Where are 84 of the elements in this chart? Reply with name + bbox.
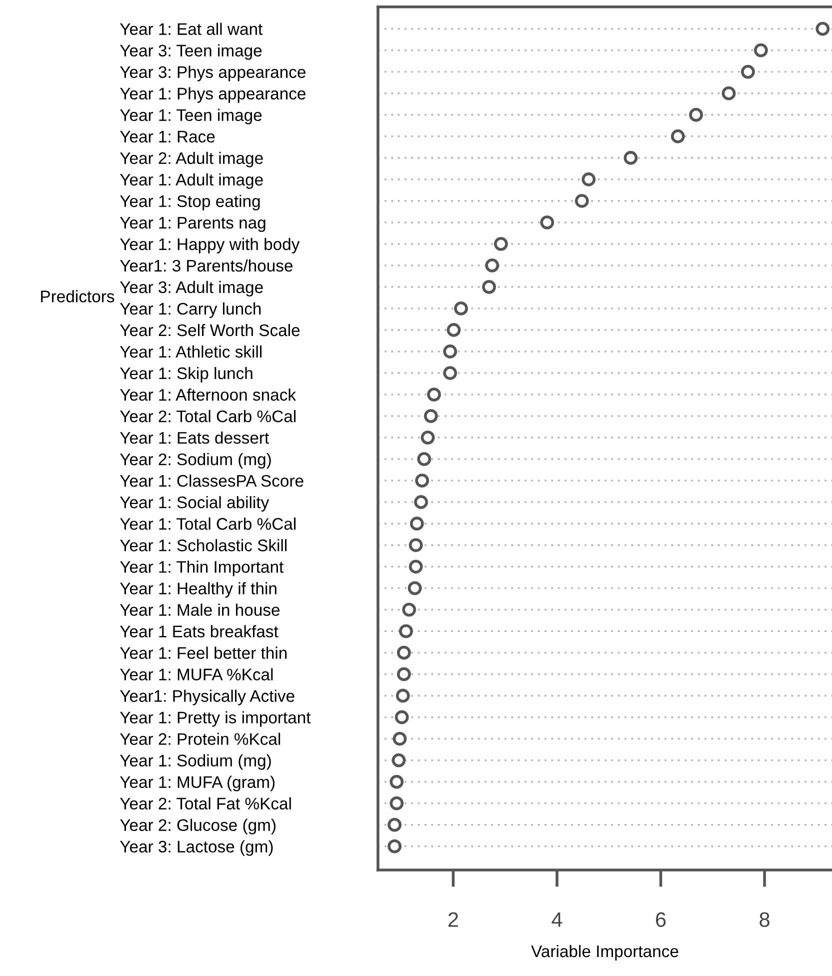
x-tick-label: 4: [552, 912, 562, 927]
y-tick-label: Year 2: Protein %Kcal: [120, 732, 280, 745]
y-tick-label: Year 1: Carry lunch: [120, 302, 261, 318]
point: [454, 302, 468, 316]
point: [485, 258, 500, 272]
y-tick-label: Year 1: Social ability: [120, 496, 270, 512]
point: [670, 129, 685, 144]
point: [443, 344, 458, 358]
point: [816, 22, 830, 36]
point: [388, 839, 402, 854]
y-tick-label: Year 1: MUFA %Kcal: [120, 668, 273, 680]
x-tick-label: 8: [760, 912, 770, 927]
point: [394, 710, 409, 724]
y-tick-label: Year 2: Total Fat %Kcal: [120, 797, 291, 810]
y-tick-label: Year 1: Thin Important: [120, 560, 284, 576]
point: [443, 366, 458, 380]
y-axis-title: Predictors: [41, 290, 114, 302]
point: [392, 753, 406, 768]
point: [396, 688, 410, 703]
point: [494, 236, 508, 251]
x-axis-title: Variable Importance: [531, 944, 678, 961]
y-tick-label: Year 2: Self Worth Scale: [120, 324, 300, 336]
y-tick-label: Year 2: Glucose (gm): [120, 818, 276, 834]
y-tick-label: Year 2: Adult image: [120, 152, 263, 168]
y-tick-label: Year 1: Total Carb %Cal: [120, 518, 296, 530]
point: [415, 474, 430, 488]
x-tick-label: 6: [656, 912, 666, 927]
y-tick-label: Year 1: MUFA (gram): [120, 776, 275, 792]
point: [396, 667, 411, 682]
y-tick-label: Year 1: Race: [120, 130, 215, 143]
y-tick-label: Year 2: Total Carb %Cal: [120, 410, 296, 422]
y-tick-label: Year1: 3 Parents/house: [120, 259, 292, 272]
point: [754, 43, 768, 58]
point: [408, 581, 422, 596]
y-tick-label: Year 1: Male in house: [120, 604, 280, 616]
y-tick-label: Year 2: Sodium (mg): [120, 453, 271, 469]
y-tick-label: Year 3: Lactose (gm): [120, 840, 273, 856]
point: [402, 602, 416, 617]
y-tick-label: Year 1: Athletic skill: [120, 345, 262, 358]
y-tick-label: Year 1: Healthy if thin: [120, 582, 276, 598]
point: [392, 732, 407, 746]
y-tick-label: Year 1: Parents nag: [120, 216, 266, 232]
point: [482, 280, 496, 294]
y-tick-label: Year 1: Afternoon snack: [120, 388, 296, 401]
point: [582, 172, 596, 186]
point: [427, 388, 441, 402]
y-tick-label: Year 1: Sodium (mg): [120, 754, 271, 770]
point: [424, 409, 438, 423]
point: [540, 215, 554, 230]
y-tick-label: Year 1: Happy with body: [120, 238, 300, 254]
point: [624, 150, 638, 165]
point: [740, 64, 755, 79]
point: [420, 430, 435, 445]
y-tick-label: Year 3: Phys appearance: [120, 66, 306, 82]
y-tick-label: Year 1: Pretty is important: [120, 711, 311, 727]
point: [390, 774, 404, 789]
point: [390, 796, 404, 810]
x-tick-label: 2: [448, 912, 458, 927]
point: [408, 538, 423, 552]
y-tick-label: Year1: Physically Active: [120, 690, 294, 706]
y-tick-label: Year 1: Feel better thin: [120, 646, 287, 659]
point: [410, 516, 424, 531]
y-tick-label: Year 1: Adult image: [120, 173, 263, 189]
point: [408, 560, 423, 574]
point: [417, 452, 432, 466]
point: [414, 495, 428, 510]
y-tick-label: Year 1: Eats dessert: [120, 432, 269, 444]
point: [446, 323, 461, 337]
y-tick-label: Year 3: Teen image: [120, 44, 262, 60]
point: [722, 86, 736, 100]
point: [399, 624, 413, 638]
point: [689, 108, 703, 122]
point: [574, 194, 589, 208]
y-tick-label: Year 1: Skip lunch: [120, 366, 252, 383]
point: [388, 818, 402, 832]
y-tick-label: Year 1: Phys appearance: [120, 87, 306, 103]
point: [396, 646, 411, 660]
y-tick-label: Year 3: Adult image: [120, 280, 263, 296]
y-tick-label: Year 1: Teen image: [120, 108, 262, 124]
y-tick-label: Year 1: Eat all want: [120, 22, 263, 35]
y-tick-label: Year 1: Stop eating: [120, 194, 260, 210]
y-tick-label: Year 1 Eats breakfast: [120, 625, 278, 638]
y-tick-label: Year 1: Scholastic Skill: [120, 539, 287, 552]
y-tick-label: Year 1: ClassesPA Score: [120, 474, 304, 487]
